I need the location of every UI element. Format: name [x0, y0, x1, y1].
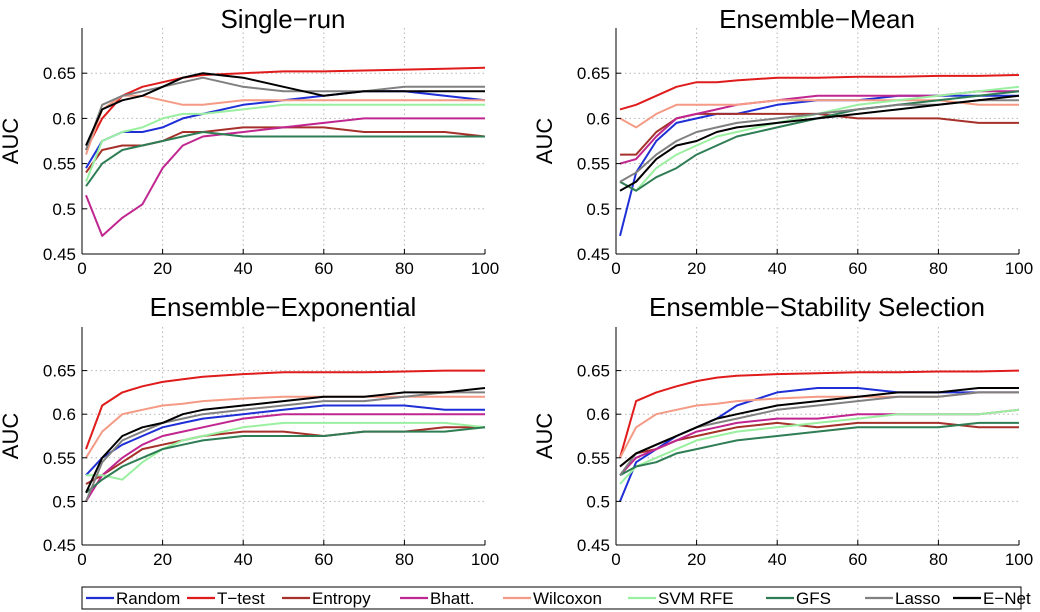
- y-tick-label: 0.55: [43, 449, 76, 468]
- series-line-bhatt: [619, 408, 1020, 476]
- x-tick-label: 20: [687, 259, 706, 278]
- y-tick-label: 0.65: [577, 362, 610, 381]
- series-line-e-net: [619, 387, 1019, 468]
- x-tick-label: 40: [234, 259, 253, 278]
- x-tick-label: 80: [395, 550, 414, 569]
- series-line-e-net: [619, 94, 1020, 192]
- series-line-gfs: [85, 426, 486, 494]
- legend-label-bhatt: Bhatt.: [430, 589, 474, 608]
- y-tick-label: 0.5: [586, 200, 610, 219]
- series-line-svm-rfe: [85, 103, 485, 183]
- series-line-svm-rfe: [86, 421, 486, 481]
- x-tick-label: 40: [768, 259, 787, 278]
- y-tick-label: 0.5: [52, 492, 76, 511]
- series-line-random: [85, 404, 485, 476]
- series-line-svm-rfe: [619, 85, 1020, 192]
- y-tick-label: 0.65: [43, 64, 76, 83]
- series-line-gfs: [619, 421, 1019, 477]
- y-tick-label: 0.45: [577, 536, 610, 555]
- legend-label-gfs: GFS: [796, 589, 831, 608]
- series-line-t-test: [85, 369, 485, 450]
- x-tick-label: 0: [611, 550, 620, 569]
- series-line-e-net: [85, 387, 486, 494]
- legend-label-wilcoxon: Wilcoxon: [533, 589, 602, 608]
- series-line-lasso: [85, 76, 485, 151]
- series-line-e-net: [85, 72, 485, 146]
- series-line-entropy: [620, 112, 1019, 156]
- legend-label-entropy: Entropy: [312, 589, 371, 608]
- x-tick-label: 100: [471, 259, 499, 278]
- x-tick-label: 60: [314, 550, 333, 569]
- y-tick-label: 0.45: [577, 245, 610, 264]
- chart-title: Ensemble−Exponential: [150, 292, 417, 322]
- x-tick-label: 20: [153, 550, 172, 569]
- x-tick-label: 80: [395, 259, 414, 278]
- panels: 0 20 40 60 80 100 0.45 0.5 0.55 0.6 0.65 AUC Single−…: [0, 4, 1033, 569]
- y-tick-label: 0.45: [43, 245, 76, 264]
- y-tick-label: 0.55: [577, 449, 610, 468]
- chart-title: Ensemble−Mean: [719, 4, 915, 34]
- series-line-lasso: [85, 391, 485, 502]
- y-tick-label: 0.55: [43, 155, 76, 174]
- x-tick-label: 80: [929, 550, 948, 569]
- x-tick-label: 80: [929, 259, 948, 278]
- legend: Random T−test Entropy Bhatt. Wilcoxon SVM RFE…: [81, 586, 1031, 610]
- series-line-gfs: [85, 131, 485, 187]
- chart-panel-4: 0 20 40 60 80 100 0.45 0.5 0.55 0.6 0.65 AUC Ensembl…: [532, 292, 1033, 569]
- chart-panel-1: 0 20 40 60 80 100 0.45 0.5 0.55 0.6 0.65 AUC Single−…: [0, 4, 499, 278]
- series-line-bhatt: [85, 413, 485, 502]
- y-tick-label: 0.6: [586, 109, 610, 128]
- x-tick-label: 20: [687, 550, 706, 569]
- series-line-t-test: [85, 66, 486, 151]
- series-line-t-test: [619, 369, 1020, 459]
- chart-title: Ensemble−Stability Selection: [649, 292, 985, 322]
- x-tick-label: 100: [1005, 259, 1033, 278]
- legend-label-t-test: T−test: [217, 589, 265, 608]
- y-tick-label: 0.55: [577, 155, 610, 174]
- legend-label-svm-rfe: SVM RFE: [658, 589, 734, 608]
- series-line-t-test: [619, 74, 1020, 111]
- x-tick-label: 20: [153, 259, 172, 278]
- legend-label-random: Random: [116, 589, 180, 608]
- x-tick-label: 40: [234, 550, 253, 569]
- x-tick-label: 40: [768, 550, 787, 569]
- x-tick-label: 0: [611, 259, 620, 278]
- series-line-entropy: [619, 421, 1019, 468]
- y-tick-label: 0.6: [52, 109, 76, 128]
- y-axis-label: AUC: [0, 413, 23, 460]
- y-axis-label: AUC: [532, 118, 557, 165]
- chart-panel-2: 0 20 40 60 80 100 0.45 0.5 0.55 0.6 0.65 AUC Ensembl…: [532, 4, 1033, 278]
- legend-label-lasso: Lasso: [895, 589, 940, 608]
- series-line-entropy: [85, 126, 486, 174]
- chart-title: Single−run: [220, 4, 345, 34]
- x-tick-label: 0: [77, 259, 86, 278]
- x-tick-label: 60: [314, 259, 333, 278]
- y-tick-label: 0.65: [43, 362, 76, 381]
- y-tick-label: 0.5: [52, 200, 76, 219]
- chart-panel-3: 0 20 40 60 80 100 0.45 0.5 0.55 0.6 0.65 AUC Ensembl…: [0, 292, 499, 569]
- legend-box: [81, 586, 1022, 610]
- y-tick-label: 0.45: [43, 536, 76, 555]
- y-tick-label: 0.5: [586, 492, 610, 511]
- x-tick-label: 60: [848, 259, 867, 278]
- series-line-svm-rfe: [619, 408, 1020, 485]
- x-tick-label: 60: [848, 550, 867, 569]
- x-tick-label: 0: [77, 550, 86, 569]
- legend-label-e-net: E−Net: [983, 589, 1031, 608]
- series-line-gfs: [619, 90, 1020, 192]
- x-tick-label: 100: [1005, 550, 1033, 569]
- y-tick-label: 0.6: [586, 405, 610, 424]
- series-line-random: [85, 90, 486, 169]
- y-tick-label: 0.65: [577, 64, 610, 83]
- y-tick-label: 0.6: [52, 405, 76, 424]
- y-axis-label: AUC: [0, 118, 23, 165]
- y-axis-label: AUC: [532, 413, 557, 460]
- x-tick-label: 100: [471, 550, 499, 569]
